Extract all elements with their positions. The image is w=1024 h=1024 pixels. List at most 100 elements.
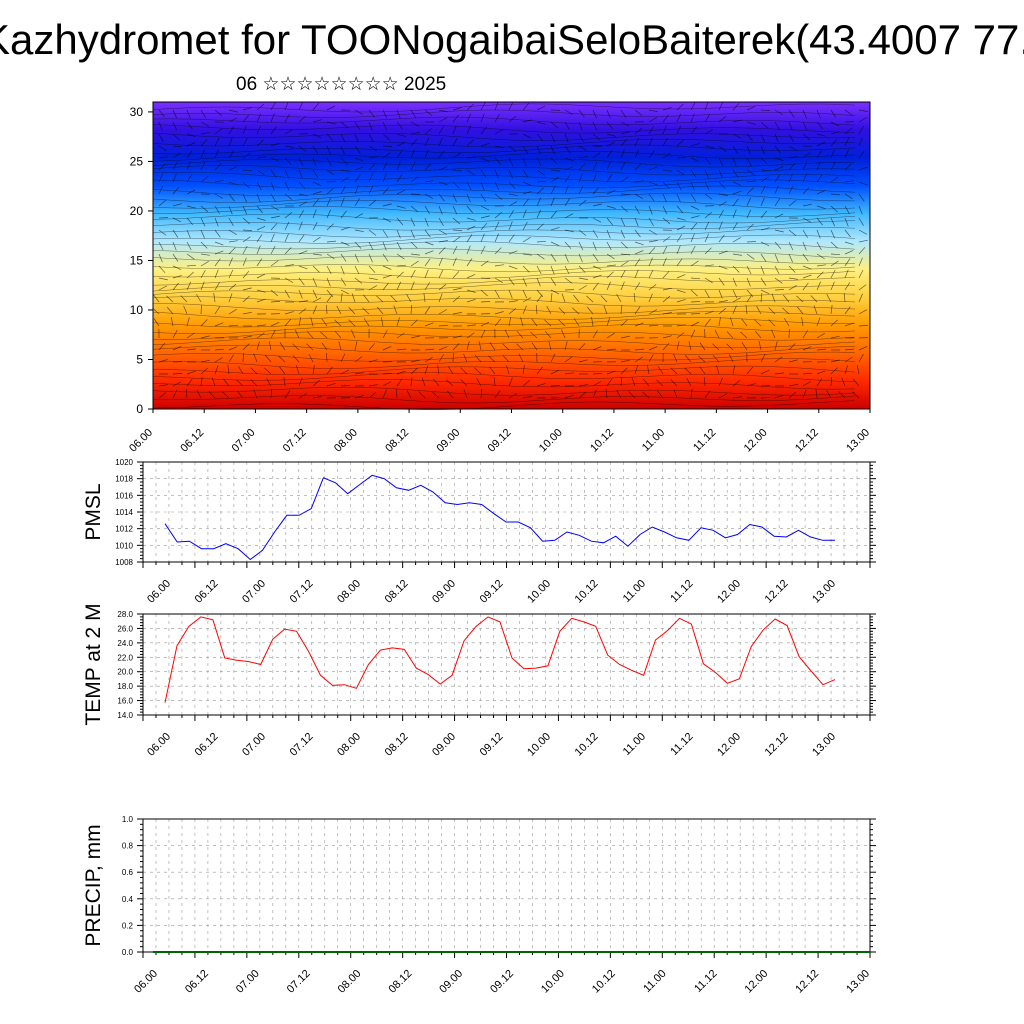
wind-barb — [522, 297, 532, 303]
wind-barb — [648, 205, 653, 215]
wind-barb — [452, 343, 460, 351]
wind-barb — [592, 241, 597, 251]
wind-barb — [662, 295, 671, 303]
wind-barb — [438, 269, 444, 279]
wind-barb — [841, 377, 846, 387]
wind-barb — [712, 355, 720, 363]
wind-barb — [438, 205, 443, 215]
wind-barb — [228, 293, 233, 303]
wind-barb — [283, 377, 286, 387]
wind-barb — [726, 343, 734, 351]
wind-barb — [690, 143, 700, 147]
wind-barb — [746, 277, 751, 287]
wind-barb — [816, 174, 823, 183]
wind-barb — [253, 353, 258, 363]
wind-barb — [242, 352, 244, 363]
wind-barb — [760, 227, 770, 231]
x-tick-label: 06.00 — [145, 731, 173, 759]
wind-barb — [774, 185, 779, 195]
wind-barb — [186, 229, 191, 239]
wind-barb — [158, 156, 168, 159]
wind-barb — [728, 353, 734, 363]
wind-barb — [432, 391, 440, 399]
wind-barb — [222, 391, 230, 399]
wind-barb — [606, 217, 613, 226]
wind-barb — [634, 217, 639, 227]
x-tick-label: 07.00 — [240, 731, 268, 759]
wind-barb — [298, 193, 308, 197]
wind-barb — [340, 289, 350, 295]
wind-barb — [270, 289, 279, 297]
wind-barb — [214, 109, 223, 117]
wind-barb — [620, 367, 628, 375]
wind-barb — [536, 197, 542, 207]
wind-barb — [830, 138, 838, 147]
wind-barb — [508, 221, 513, 231]
wind-barb — [396, 271, 404, 279]
wind-barb — [704, 310, 714, 315]
wind-barb — [158, 392, 167, 399]
wind-barb — [424, 217, 429, 227]
wind-barb — [452, 245, 458, 255]
wind-barb — [354, 109, 363, 115]
wind-barb — [284, 169, 289, 179]
wind-barb — [704, 145, 714, 149]
wind-barb — [186, 378, 193, 387]
wind-barb — [852, 391, 860, 399]
wind-barb — [166, 306, 174, 315]
x-tick-label: 12.12 — [793, 968, 821, 996]
wind-barb — [466, 193, 471, 203]
wind-barb — [690, 329, 696, 339]
wind-barb — [676, 103, 684, 111]
wind-barb — [774, 341, 778, 351]
wind-barb — [466, 234, 473, 243]
x-tick-label: 07.12 — [285, 968, 313, 996]
wind-barb — [830, 305, 833, 315]
wind-barb — [830, 176, 839, 183]
wind-barb — [648, 324, 659, 327]
wind-barb — [536, 240, 547, 243]
wind-barb — [228, 181, 238, 186]
wind-barb — [494, 233, 499, 243]
wind-barb — [460, 367, 468, 375]
wind-barb — [732, 181, 742, 186]
wind-barb — [382, 274, 392, 279]
x-tick-label: 10.12 — [573, 731, 601, 759]
y-tick-label: 0 — [136, 402, 143, 416]
wind-barb — [746, 187, 754, 195]
wind-barb — [326, 352, 328, 363]
wind-barb — [340, 241, 350, 246]
wind-barb — [830, 367, 838, 375]
wind-barb — [466, 205, 473, 214]
wind-barb — [466, 298, 476, 303]
wind-barb — [760, 197, 765, 207]
wind-barb — [312, 305, 318, 315]
wind-barb — [830, 149, 835, 159]
wind-barb — [550, 353, 556, 363]
wind-barb — [213, 293, 216, 303]
wind-barb — [746, 209, 752, 219]
x-tick-label: 06.00 — [132, 968, 160, 996]
wind-barb — [312, 277, 317, 287]
wind-barb — [578, 121, 583, 131]
y-tick-label: 1014 — [115, 508, 133, 517]
wind-barb — [214, 137, 220, 147]
wind-barb — [474, 367, 482, 375]
y-tick-label: 24.0 — [117, 639, 133, 648]
wind-barb — [158, 359, 168, 363]
wind-barb — [382, 152, 391, 159]
wind-barb — [438, 354, 444, 363]
wind-barb — [536, 105, 546, 111]
wind-barb — [634, 258, 641, 267]
wind-barb — [516, 331, 524, 339]
wind-barb — [466, 113, 472, 123]
wind-barb — [662, 236, 671, 243]
wind-barb — [200, 377, 203, 387]
wind-barb — [616, 390, 622, 399]
wind-barb — [270, 233, 275, 243]
wind-barb — [662, 205, 668, 215]
wind-barb — [264, 367, 272, 375]
wind-barb — [158, 109, 165, 118]
wind-barb — [732, 265, 740, 273]
wind-barb — [620, 121, 630, 127]
